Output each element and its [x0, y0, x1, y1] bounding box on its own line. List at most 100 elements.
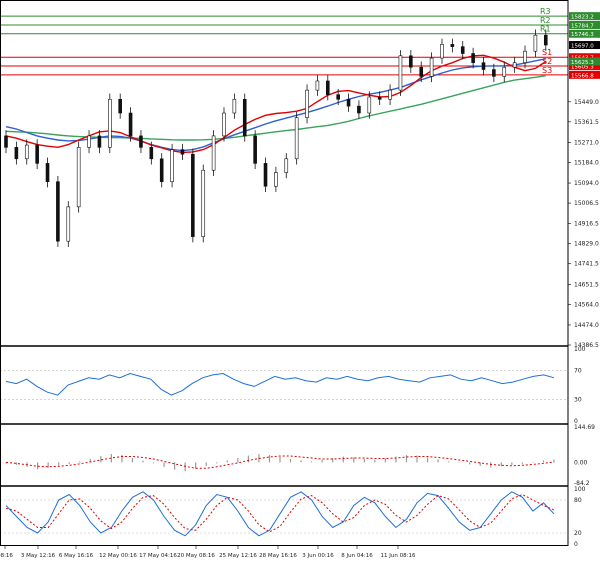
price-tick-label: 15184.0	[574, 159, 599, 166]
osc2-tick-label: 144.69	[574, 424, 595, 431]
price-tick-label: 14741.5	[574, 261, 599, 268]
moving-averages	[5, 54, 547, 154]
level-value-label: 15605.3	[571, 65, 594, 71]
osc3-line-2	[5, 493, 555, 533]
x-tick-label: 11 Jun 08:16	[381, 553, 416, 559]
candle-body	[409, 55, 413, 68]
candle-body	[108, 98, 112, 148]
candle-body	[97, 135, 102, 148]
candle-body	[492, 69, 496, 77]
x-tick-label: 25 May 12:16	[219, 553, 257, 559]
candle-body	[201, 169, 206, 237]
candle-body	[346, 98, 351, 107]
level-value-box	[569, 53, 600, 62]
pivot-levels: R315823.2R215784.7R115746.3S115643.7S215…	[0, 7, 600, 79]
candle-body	[305, 89, 309, 118]
osc2-tick-label: 0.00	[574, 459, 588, 466]
osc3-line-1	[5, 491, 555, 537]
candle-body	[419, 66, 424, 77]
level-name-r3: R3	[540, 7, 551, 16]
osc3-tick-label: 100	[574, 486, 586, 493]
candle-body	[87, 135, 91, 148]
level-name-s2: S2	[542, 57, 552, 66]
x-tick-label: 17 May 04:16	[139, 553, 177, 559]
candle-body	[128, 112, 133, 137]
candle-body	[377, 96, 382, 100]
price-tick-label: 14564.0	[574, 301, 599, 308]
level-name-r1: R1	[540, 25, 551, 34]
candle-body	[4, 135, 8, 148]
candle-body	[222, 112, 226, 137]
candle-body	[325, 80, 330, 96]
candle-body	[512, 62, 517, 68]
price-tick-label: 14829.0	[574, 241, 599, 248]
candle-body	[533, 34, 538, 52]
candle-body	[388, 89, 392, 100]
candle-body	[232, 98, 237, 114]
price-tick-label: 14916.5	[574, 221, 599, 228]
level-name-s1: S1	[542, 48, 552, 57]
candle-body	[471, 53, 475, 63]
candle-body	[294, 117, 299, 160]
price-tick-label: 14386.5	[574, 342, 599, 349]
candle-body	[180, 149, 185, 155]
osc1-tick-label: 30	[574, 396, 582, 403]
osc3-tick-label: 20	[574, 530, 582, 537]
price-tick-label: 15449.0	[574, 99, 599, 106]
price-tick-label: 15361.5	[574, 119, 599, 126]
level-value-box	[569, 29, 600, 38]
osc1-line	[5, 372, 555, 396]
x-tick-label: 6 May 16:16	[59, 553, 94, 559]
candle-body	[523, 50, 527, 63]
candle-body	[460, 46, 465, 54]
candle-body	[76, 147, 81, 208]
candlesticks	[4, 29, 548, 247]
level-name-r2: R2	[540, 16, 551, 25]
candle-body	[398, 55, 403, 91]
candle-body	[440, 44, 444, 59]
candle-body	[14, 147, 19, 160]
oscillator-panels	[0, 370, 568, 537]
extra-price-label: 15625.3	[571, 60, 594, 66]
candle-body	[35, 144, 39, 164]
candle-body	[139, 135, 143, 148]
current-price-box	[569, 41, 600, 50]
ma-slow-line	[5, 75, 546, 141]
x-tick-label: 20 May 08:16	[177, 553, 215, 559]
osc1-tick-label: 70	[574, 368, 582, 375]
candle-body	[429, 57, 434, 77]
level-value-box	[569, 62, 600, 71]
price-tick-label: 14651.5	[574, 281, 599, 288]
level-value-label: 15566.8	[571, 73, 594, 79]
candle-body	[481, 62, 486, 70]
ma-fast-line	[5, 54, 547, 154]
price-tick-label: 15094.0	[574, 180, 599, 187]
chart-frame	[0, 0, 569, 546]
candle-body	[367, 96, 372, 114]
candle-body	[502, 66, 507, 77]
candle-body	[315, 80, 320, 91]
candle-body	[149, 147, 154, 160]
candle-body	[284, 158, 289, 173]
candle-body	[170, 149, 174, 182]
price-tick-label: 15271.0	[574, 140, 599, 147]
osc2-tick-label: -84.2	[574, 480, 590, 487]
price-tick-label: 15006.5	[574, 200, 599, 207]
osc1-tick-label: 0	[574, 418, 578, 425]
candle-body	[211, 135, 216, 171]
level-value-box	[569, 12, 600, 21]
candle-body	[118, 98, 122, 114]
candle-body	[450, 44, 455, 47]
level-value-label: 15823.2	[571, 15, 594, 21]
current-price-label: 15697.0	[571, 44, 594, 50]
osc3-tick-label: 80	[574, 497, 582, 504]
candle-body	[159, 158, 164, 182]
candle-body	[274, 172, 278, 187]
candle-body	[543, 34, 548, 46]
candle-body	[56, 181, 60, 242]
level-value-box	[569, 20, 600, 29]
x-tick-label: 8 Jun 04:16	[341, 553, 373, 559]
x-tick-label: 12 May 00:16	[99, 553, 137, 559]
candle-body	[45, 163, 50, 182]
